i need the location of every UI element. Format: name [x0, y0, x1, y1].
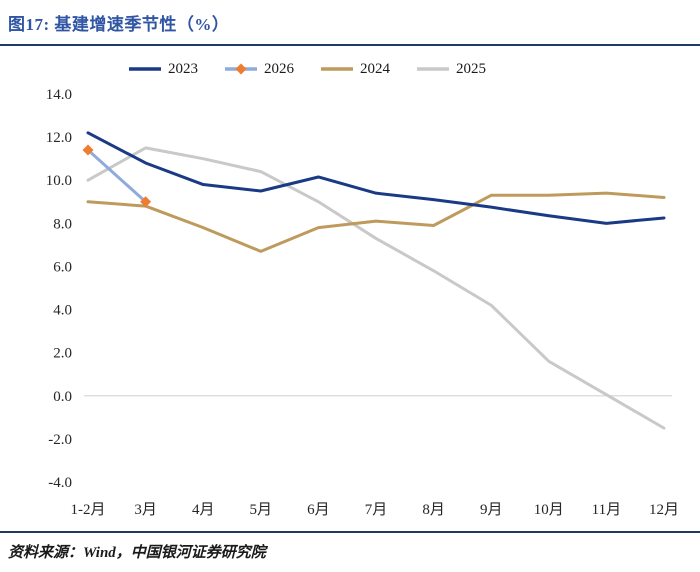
x-tick-label: 6月 — [307, 502, 330, 518]
figure-footer: 资料来源：Wind，中国银河证券研究院 — [0, 531, 700, 572]
figure-header: 图17: 基建增速季节性（%） — [0, 0, 700, 46]
x-tick-label: 9月 — [480, 502, 503, 518]
legend-item-2026: 2026 — [224, 61, 294, 78]
chart-area: -4.0 -2.0 0.0 2.0 4.0 6.0 8.0 10.0 12.0 14.0 1-2月 3… — [0, 78, 700, 531]
y-tick-label: 14.0 — [46, 87, 72, 103]
series-line-2026 — [86, 148, 148, 204]
series-line-2025 — [86, 146, 666, 430]
legend-swatch-2023 — [129, 67, 161, 71]
legend-swatch-2026 — [225, 63, 257, 75]
y-tick-label: 2.0 — [53, 346, 72, 362]
x-tick-label: 12月 — [649, 502, 679, 518]
x-tick-label: 3月 — [134, 502, 157, 518]
source-note: 资料来源：Wind，中国银河证券研究院 — [8, 545, 266, 561]
y-tick-label: 10.0 — [46, 173, 72, 189]
legend-item-2024: 2024 — [320, 61, 390, 78]
x-tick-label: 11月 — [592, 502, 621, 518]
legend-label-2026: 2026 — [264, 60, 294, 77]
series-line-2024 — [86, 191, 666, 253]
legend-swatch-2025 — [417, 67, 449, 71]
legend-label-2024: 2024 — [360, 60, 390, 77]
diamond-marker-2026 — [82, 144, 94, 156]
x-tick-label: 8月 — [422, 502, 445, 518]
y-tick-label: 12.0 — [46, 130, 72, 146]
legend-label-2023: 2023 — [168, 60, 198, 77]
legend-label-2025: 2025 — [456, 60, 486, 77]
x-tick-label: 10月 — [534, 502, 564, 518]
figure-title: 图17: 基建增速季节性（%） — [8, 15, 230, 34]
y-tick-label: 4.0 — [53, 303, 72, 319]
y-tick-label: -4.0 — [48, 475, 72, 491]
legend-item-2023: 2023 — [128, 61, 198, 78]
chart-legend: 2023 2026 2024 2025 — [128, 60, 700, 78]
y-tick-label: 0.0 — [53, 389, 72, 405]
x-tick-label: 7月 — [365, 502, 388, 518]
x-tick-label: 1-2月 — [71, 502, 106, 518]
x-tick-label: 5月 — [250, 502, 273, 518]
legend-swatch-2024 — [321, 67, 353, 71]
y-tick-label: 6.0 — [53, 259, 72, 275]
legend-item-2025: 2025 — [416, 61, 486, 78]
series-line-2023 — [86, 131, 666, 225]
line-chart: -4.0 -2.0 0.0 2.0 4.0 6.0 8.0 10.0 12.0 14.0 1-2月 3… — [46, 87, 679, 518]
x-tick-label: 4月 — [192, 502, 215, 518]
y-tick-label: -2.0 — [48, 432, 72, 448]
diamond-marker-2026 — [140, 196, 152, 208]
y-tick-label: 8.0 — [53, 216, 72, 232]
